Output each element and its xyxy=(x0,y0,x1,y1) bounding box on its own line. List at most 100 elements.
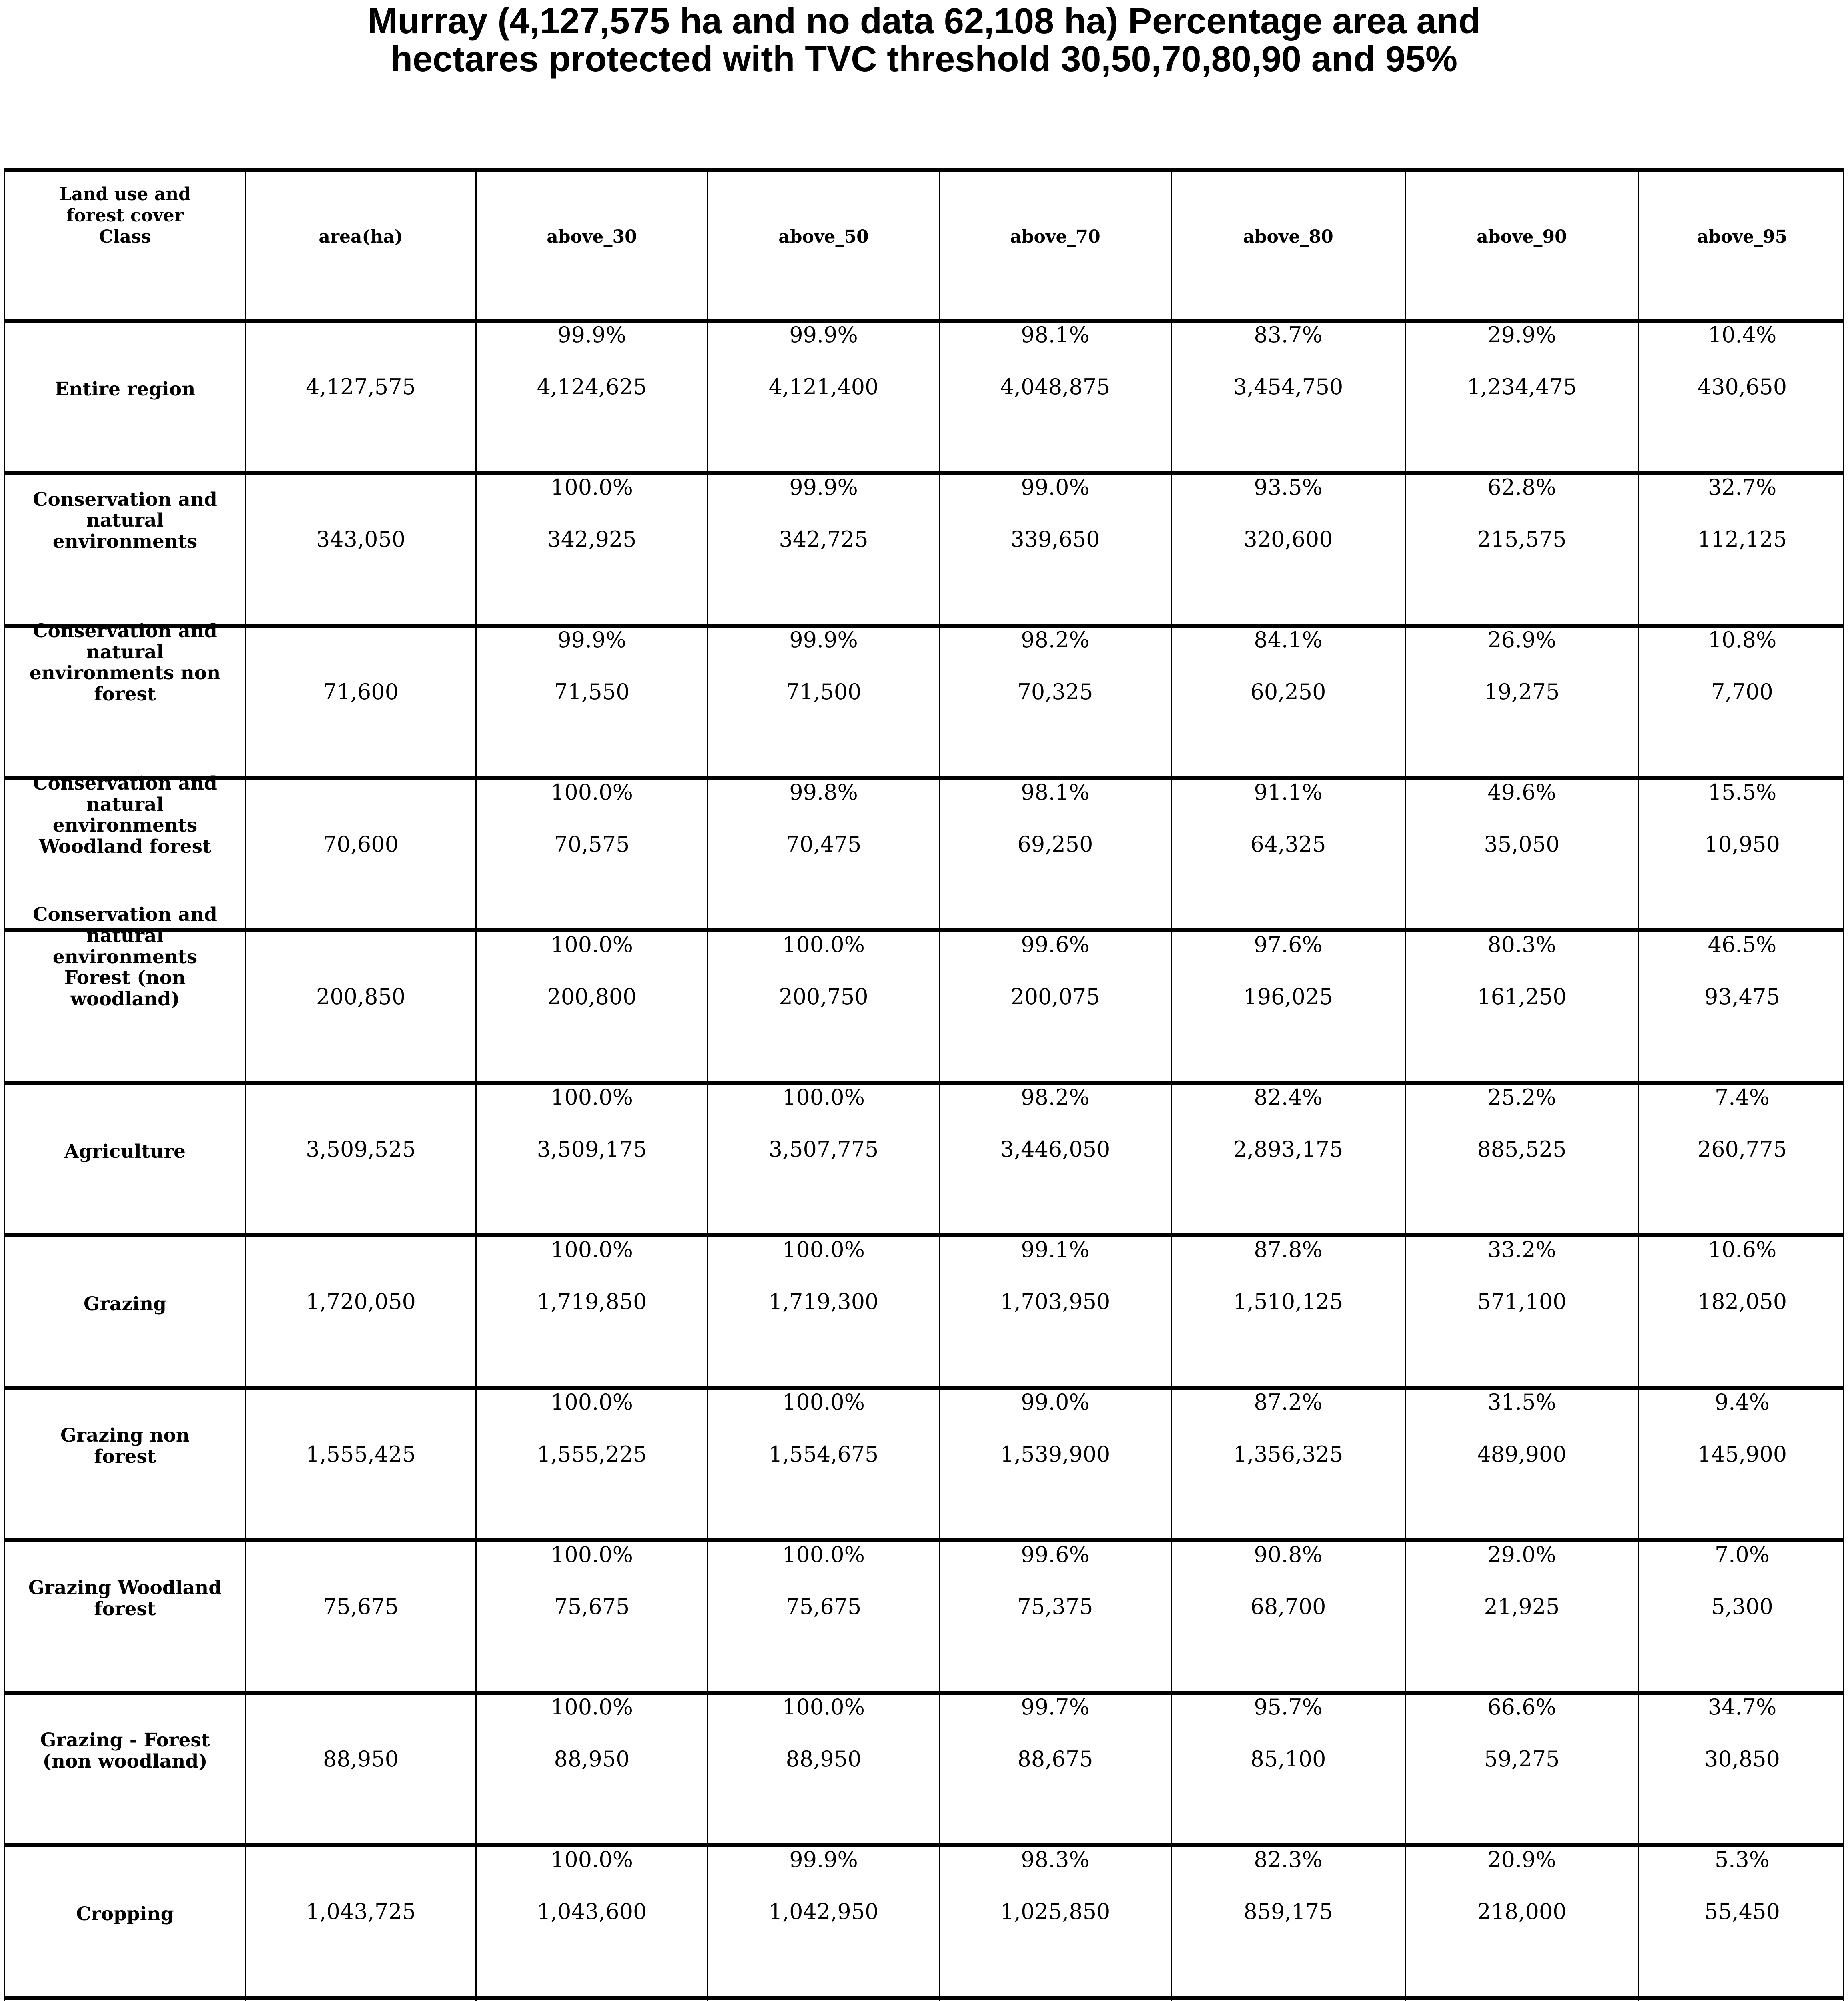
table-rule xyxy=(4,1081,1844,1085)
hectares-value: 1,554,675 xyxy=(768,1441,879,1467)
table-cell: 29.9% 1,234,475 xyxy=(1406,321,1639,473)
area-value: 200,850 xyxy=(316,984,406,1009)
cell-value: 82.3% 859,175 xyxy=(1174,1821,1402,1925)
percent-value: 99.6% xyxy=(1021,932,1090,958)
table-row-label-cell: Conservation and natural environments Fo… xyxy=(5,904,246,1083)
hectares-value: 200,075 xyxy=(1010,984,1100,1009)
hectares-value: 1,042,950 xyxy=(768,1899,879,1924)
hectares-value: 320,600 xyxy=(1243,526,1333,552)
hectares-value: 59,275 xyxy=(1484,1746,1560,1772)
table-cell: 87.2% 1,356,325 xyxy=(1172,1388,1406,1540)
percent-value: 100.0% xyxy=(551,475,633,500)
hectares-value: 2,893,175 xyxy=(1233,1136,1343,1162)
table-cell: 62.8% 215,575 xyxy=(1406,473,1639,626)
table-cell: 93.5% 320,600 xyxy=(1172,473,1406,626)
table-cell: 98.2% 3,446,050 xyxy=(940,1083,1172,1235)
percent-value: 97.6% xyxy=(1254,932,1323,958)
table-rule xyxy=(4,319,1844,323)
percent-value: 83.7% xyxy=(1254,322,1323,348)
table-cell: 34.7% 30,850 xyxy=(1639,1693,1845,1845)
area-value: 70,600 xyxy=(323,831,399,857)
table-cell: 66.6% 59,275 xyxy=(1406,1693,1639,1845)
row-label: Conservation and natural environments no… xyxy=(29,620,221,705)
percent-value: 99.6% xyxy=(1021,1542,1090,1568)
table-cell: 100.0% 1,719,300 xyxy=(708,1235,940,1388)
table-cell: 99.9% 71,550 xyxy=(477,626,708,778)
percent-value: 98.2% xyxy=(1021,1085,1090,1110)
table-rule xyxy=(4,776,1844,780)
percent-value: 99.9% xyxy=(557,322,626,348)
hectares-value: 69,250 xyxy=(1017,831,1093,857)
percent-value: 100.0% xyxy=(782,1542,865,1568)
area-value: 71,600 xyxy=(323,679,399,704)
table-cell: 33.2% 571,100 xyxy=(1406,1235,1639,1388)
percent-value: 99.9% xyxy=(789,627,858,653)
table-cell-area: 88,950 xyxy=(246,1693,477,1845)
row-label: Grazing - Forest (non woodland) xyxy=(40,1729,210,1772)
area-value: 1,720,050 xyxy=(306,1289,416,1314)
cell-value: 90.8% 68,700 xyxy=(1174,1516,1402,1620)
table-cell-area: 343,050 xyxy=(246,473,477,626)
cell-value: 9.4% 145,900 xyxy=(1641,1363,1843,1467)
percent-value: 7.4% xyxy=(1714,1085,1770,1110)
cell-value: 99.6% 75,375 xyxy=(942,1516,1169,1620)
hectares-value: 215,575 xyxy=(1477,526,1567,552)
table-cell: 98.3% 1,025,850 xyxy=(940,1845,1172,1998)
table-rule xyxy=(4,471,1844,475)
hectares-value: 1,356,325 xyxy=(1233,1441,1343,1467)
percent-value: 99.0% xyxy=(1021,475,1090,500)
hectares-value: 70,575 xyxy=(554,831,630,857)
cell-value: 10.8% 7,700 xyxy=(1641,601,1843,705)
hectares-value: 3,509,175 xyxy=(537,1136,647,1162)
percent-value: 100.0% xyxy=(782,932,865,958)
cell-value: 49.6% 35,050 xyxy=(1408,754,1636,857)
table-cell: 100.0% 1,555,225 xyxy=(477,1388,708,1540)
percent-value: 100.0% xyxy=(479,1999,705,2001)
cell-value: 98.2% 70,325 xyxy=(942,601,1169,705)
percent-value: 46.5% xyxy=(1708,932,1777,958)
table-cell: 97.6% 196,025 xyxy=(1172,930,1406,1083)
percent-value: 99.9% xyxy=(789,1847,858,1873)
percent-value: 99.1% xyxy=(1021,1237,1090,1263)
column-header-label: above_30 xyxy=(547,226,637,247)
cell-value: 29.9% 1,234,475 xyxy=(1408,296,1636,400)
percent-value: 87.8% xyxy=(1254,1237,1323,1263)
cell-value: 91.1% 64,325 xyxy=(1174,754,1402,857)
cell-value: 100.0% 745,325 xyxy=(479,1973,705,2001)
cell-value: 32.7% 112,125 xyxy=(1641,449,1843,552)
cell-value: 100.0% 3,509,175 xyxy=(479,1059,705,1162)
column-header-above50: above_50 xyxy=(708,168,940,321)
cell-value: 33.2% 571,100 xyxy=(1408,1211,1636,1315)
table-cell: 32.7% 112,125 xyxy=(1639,473,1845,626)
percent-value: 99.8% xyxy=(789,780,858,805)
table-row-label-cell: Grazing Woodland forest xyxy=(5,1540,246,1693)
table-cell: 99.9% 342,725 xyxy=(708,473,940,626)
table-row-label-cell: Conservation and natural environments no… xyxy=(5,620,246,778)
table-cell: 99.9% 71,500 xyxy=(708,626,940,778)
column-header-label: above_70 xyxy=(1010,226,1100,247)
hectares-value: 1,719,300 xyxy=(768,1289,879,1314)
hectares-value: 1,539,900 xyxy=(1000,1441,1110,1467)
table-row-label-cell: Agriculture xyxy=(5,1083,246,1235)
percent-value: 33.2% xyxy=(1487,1237,1556,1263)
percent-value: 100.0% xyxy=(551,1389,633,1415)
cell-value: 100.0% 88,950 xyxy=(711,1668,937,1772)
percent-value: 99.9% xyxy=(789,322,858,348)
hectares-value: 30,850 xyxy=(1704,1746,1780,1772)
page-title: Murray (4,127,575 ha and no data 62,108 … xyxy=(367,1,1481,79)
table-cell: 7.0% 5,300 xyxy=(1639,1540,1845,1693)
cell-value: 99.9% 4,124,625 xyxy=(479,296,705,400)
table-cell: 100.0% 200,800 xyxy=(477,930,708,1083)
percent-value: 100.0% xyxy=(551,1085,633,1110)
hectares-value: 200,750 xyxy=(779,984,868,1009)
hectares-value: 859,175 xyxy=(1243,1899,1333,1924)
table-cell: 100.0% 342,925 xyxy=(477,473,708,626)
cell-value: 93.5% 320,600 xyxy=(1174,449,1402,552)
percent-value: 9.4% xyxy=(1714,1389,1770,1415)
cell-value: 95.7% 85,100 xyxy=(1174,1668,1402,1772)
row-label: Conservation and natural environments xyxy=(33,488,217,553)
table-cell: 100.0% 70,575 xyxy=(477,778,708,930)
cell-value: 5.3% 55,450 xyxy=(1641,1821,1843,1925)
percent-value: 20.9% xyxy=(1487,1847,1556,1873)
percent-value: 29.0% xyxy=(1487,1542,1556,1568)
